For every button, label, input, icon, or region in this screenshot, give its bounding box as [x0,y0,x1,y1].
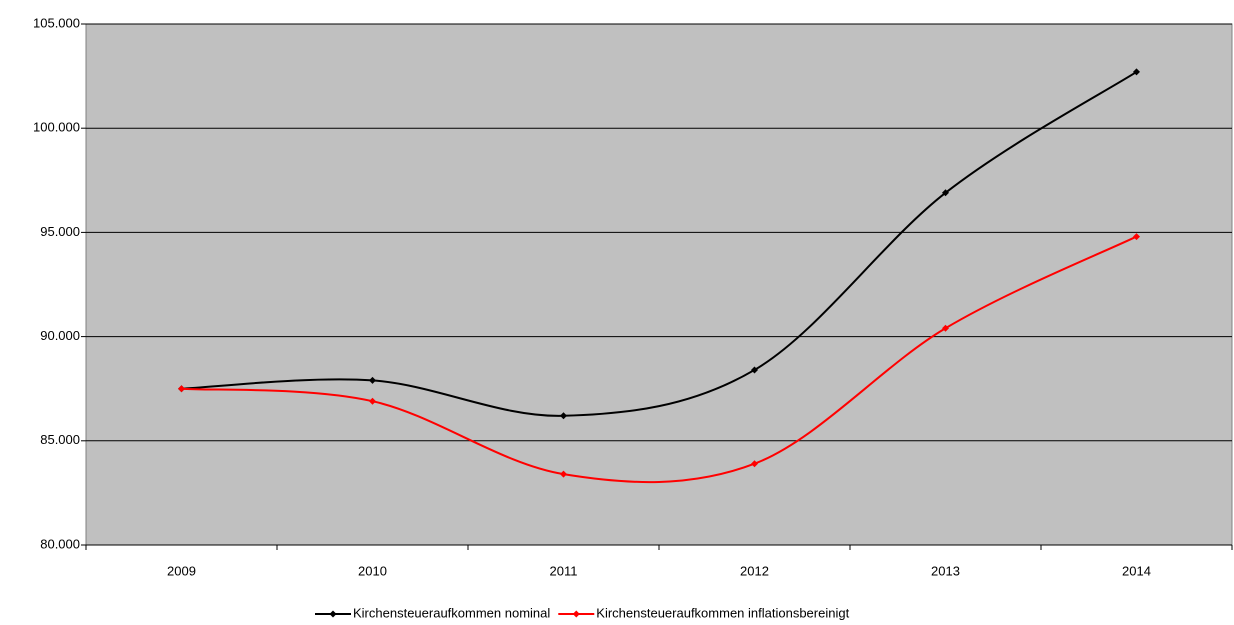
y-tick-label: 95.000 [40,224,80,239]
marker [751,460,758,468]
marker [751,366,758,374]
legend-label: Kirchensteueraufkommen nominal [353,605,550,620]
y-tick-label: 105.000 [33,15,80,30]
marker [1133,68,1140,76]
y-tick-label: 90.000 [40,328,80,343]
marker [942,324,949,332]
marker [560,470,567,478]
x-tick-label: 2010 [358,563,387,578]
y-tick-label: 80.000 [40,536,80,551]
x-tick-label: 2012 [740,563,769,578]
y-tick-label: 85.000 [40,432,80,447]
y-tick-label: 100.000 [33,120,80,135]
x-tick-label: 2014 [1122,563,1151,578]
marker [369,376,376,384]
legend-marker [329,610,337,618]
x-tick-label: 2011 [550,563,578,578]
legend-marker [572,610,580,618]
plot-area [85,23,1233,546]
legend-label: Kirchensteueraufkommen inflationsbereini… [596,605,849,620]
marker [1133,233,1140,241]
x-tick-label: 2009 [167,563,196,578]
marker [560,412,567,420]
series-line [181,71,1138,417]
x-tick-label: 2013 [931,563,960,578]
marker [369,397,376,405]
marker [942,189,949,197]
marker [178,385,185,393]
series-line [181,235,1137,484]
